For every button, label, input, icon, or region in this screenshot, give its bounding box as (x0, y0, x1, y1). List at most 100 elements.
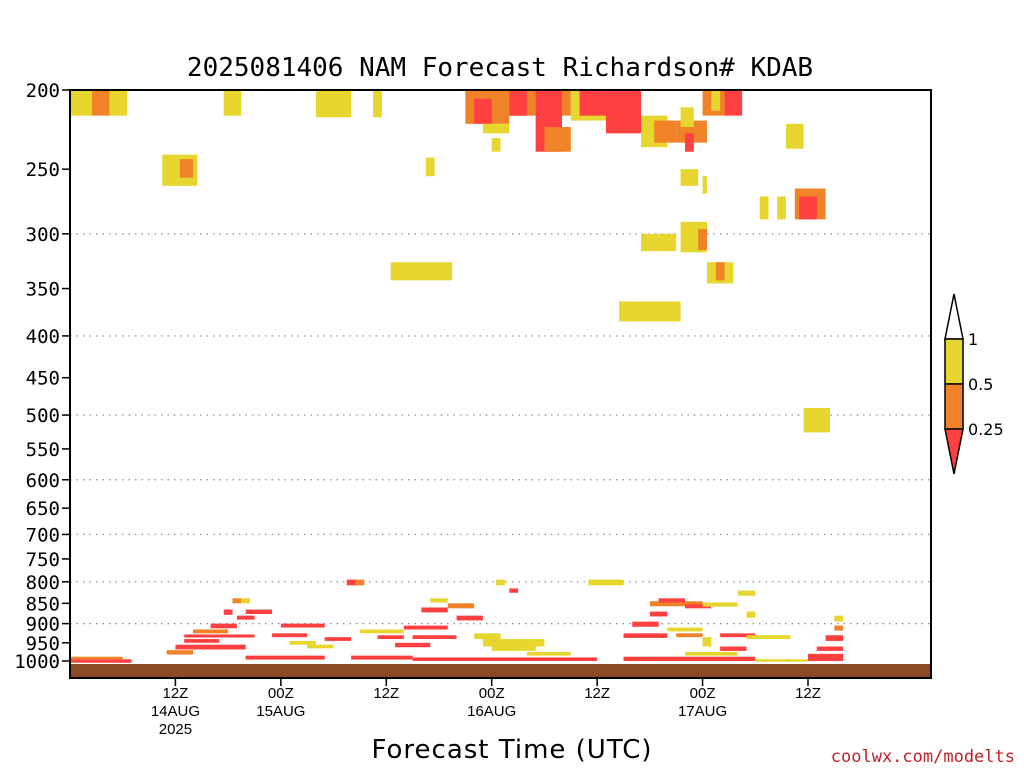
y-tick-label: 650 (26, 498, 60, 520)
data-region-yellow (316, 90, 352, 118)
data-region-red (649, 611, 668, 617)
data-region-red (175, 644, 246, 650)
y-tick-label: 800 (26, 572, 60, 594)
data-region-red (324, 637, 352, 641)
data-region-red (579, 90, 606, 116)
data-region-orange (834, 625, 844, 631)
data-region-red (632, 621, 659, 627)
x-tick-label: 12Z (162, 685, 188, 702)
data-region-red (623, 633, 668, 638)
data-region-yellow (307, 644, 334, 649)
data-regions (70, 90, 844, 663)
data-region-red (816, 646, 844, 651)
data-region-red (605, 90, 642, 134)
y-axis-ticks: 200 250 300 350 400 450 500 550 600 650 700 7508008… (14, 80, 70, 673)
data-region-orange (447, 603, 475, 609)
data-region-red (685, 604, 712, 609)
data-region-yellow (588, 579, 624, 586)
data-region-red (799, 196, 817, 220)
data-region-orange (715, 262, 725, 281)
data-region-yellow (786, 659, 808, 662)
gridlines (70, 233, 931, 625)
x-axis-label: Forecast Time (UTC) (371, 735, 652, 765)
data-region-yellow (241, 598, 251, 604)
credit-text: coolwx.com/modelts (831, 747, 1015, 767)
colorbar-tick-0-5: 0.5 (968, 375, 993, 394)
y-tick-label: 400 (26, 326, 60, 348)
y-tick-label: 700 (26, 524, 60, 546)
data-region-yellow (737, 590, 756, 596)
colorbar-tick-0-25: 0.25 (968, 420, 1004, 439)
x-tick-label: 00Z (268, 685, 294, 702)
data-region-yellow (482, 123, 510, 134)
data-region-red (70, 659, 132, 663)
data-region-red (280, 623, 325, 628)
data-region-yellow (702, 602, 738, 607)
data-region-red (456, 615, 483, 621)
data-region-yellow (746, 635, 791, 640)
data-region-yellow (223, 90, 242, 116)
data-region-yellow (746, 611, 756, 618)
x-tick-label: 12Z (584, 685, 610, 702)
x-tick-label: 12Z (373, 685, 399, 702)
y-tick-label: 350 (26, 279, 60, 301)
y-tick-label: 850 (26, 593, 60, 615)
y-tick-label: 550 (26, 439, 60, 461)
data-region-red (236, 615, 255, 620)
data-region-orange (179, 159, 193, 178)
x-tick-label: 15AUG (256, 703, 305, 720)
data-region-yellow (834, 615, 844, 622)
data-region-yellow (755, 659, 791, 662)
colorbar-tick-1: 1 (968, 330, 978, 349)
data-region-red (658, 598, 685, 603)
data-region-orange (232, 598, 242, 604)
y-tick-label: 450 (26, 368, 60, 390)
y-tick-label: 900 (26, 614, 60, 636)
data-region-yellow (711, 90, 721, 111)
data-region-orange (544, 127, 571, 152)
data-region-red (210, 623, 237, 629)
data-region-red (685, 133, 694, 152)
data-region-yellow (491, 646, 536, 651)
data-region-orange (193, 629, 229, 634)
data-region-red (351, 655, 413, 660)
data-region-red (474, 98, 492, 124)
data-region-red (412, 657, 598, 661)
data-region-yellow (680, 107, 694, 128)
colorbar-bottom-arrow (944, 428, 964, 475)
data-region-yellow (641, 233, 677, 252)
data-region-yellow (359, 629, 404, 634)
data-region-yellow (109, 90, 128, 116)
data-region-red (808, 653, 844, 661)
data-region-yellow (390, 262, 453, 281)
colorbar-yellow-segment (944, 338, 964, 385)
x-tick-label: 2025 (159, 721, 192, 738)
data-region-yellow (759, 196, 769, 220)
data-region-orange (676, 633, 703, 638)
data-region-yellow (777, 196, 787, 220)
x-tick-label: 16AUG (467, 703, 516, 720)
data-region-yellow (685, 652, 738, 656)
data-region-red (184, 634, 255, 638)
data-region-yellow (680, 169, 699, 186)
data-region-red (395, 642, 431, 648)
data-region-red (346, 579, 356, 586)
chart-title: 2025081406 NAM Forecast Richardson# KDAB (187, 53, 813, 83)
data-region-red (272, 633, 308, 638)
data-region-red (720, 646, 747, 651)
data-region-red (223, 609, 233, 615)
data-region-red (403, 625, 448, 630)
data-region-yellow (289, 640, 316, 645)
data-region-red (825, 635, 844, 641)
data-region-red (720, 633, 756, 638)
data-region-orange (70, 656, 123, 660)
data-region-yellow (491, 138, 501, 152)
y-tick-label: 250 (26, 159, 60, 181)
colorbar-orange-segment (944, 383, 964, 430)
data-region-yellow (803, 407, 830, 433)
data-region-yellow (786, 123, 804, 149)
data-region-red (245, 655, 325, 660)
data-region-red (412, 635, 457, 640)
data-region-yellow (430, 598, 448, 603)
